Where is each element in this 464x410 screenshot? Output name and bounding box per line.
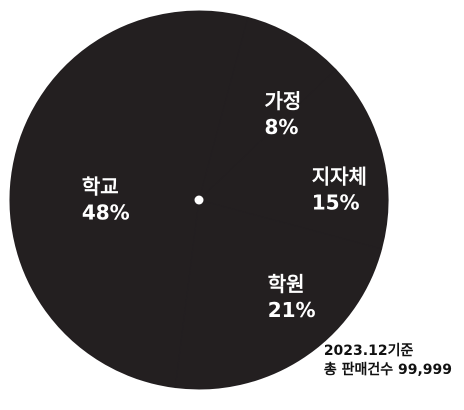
slice-category-label: 지자체 <box>312 165 367 189</box>
pie-slice-3 <box>198 68 389 250</box>
pie-slices <box>9 10 389 390</box>
slice-value-label: 21% <box>268 298 316 322</box>
chart-footnote: 2023.12기준 총 판매건수 99,999 <box>324 342 452 380</box>
pie-center-dot <box>194 195 204 205</box>
footnote-total-sales: 총 판매건수 99,999 <box>323 362 452 378</box>
slice-value-label: 8% <box>264 115 298 139</box>
slice-category-label: 학교 <box>82 175 119 199</box>
pie-slice-4 <box>174 199 383 390</box>
pie-slice-1 <box>9 10 249 389</box>
slice-value-label: 15% <box>312 191 360 215</box>
pie-slice-2 <box>198 16 337 202</box>
footnote-date: 2023.12기준 <box>323 343 414 359</box>
slice-category-label: 학원 <box>268 272 305 296</box>
slice-category-label: 가정 <box>264 89 301 113</box>
slice-value-label: 48% <box>82 201 130 225</box>
